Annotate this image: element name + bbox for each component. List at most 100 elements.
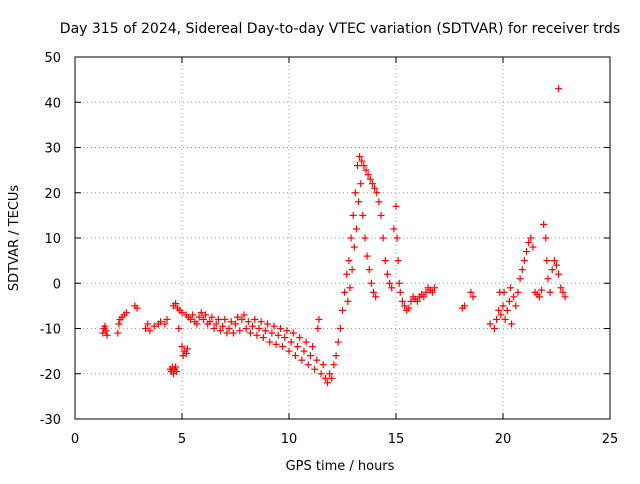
y-tick-label: 50 [44,51,61,66]
data-point [392,202,400,210]
data-point [377,211,385,219]
data-point [259,334,267,342]
data-point [255,325,263,332]
data-point [527,234,535,242]
data-point [183,345,191,353]
y-axis-label: SDTVAR / TECUs [7,185,22,292]
data-point [296,334,304,342]
data-point [345,257,353,265]
data-points [99,85,569,387]
data-point [508,320,516,328]
y-tick-label: -20 [40,368,61,383]
data-point [309,343,317,351]
data-point [268,329,276,337]
chart-title: Day 315 of 2024, Sidereal Day-to-day VTE… [60,21,620,37]
data-point [525,239,533,247]
data-point [175,325,183,332]
data-point [313,356,321,364]
data-point [352,225,360,233]
data-point [388,284,396,292]
data-point [221,315,229,323]
data-point [559,288,567,296]
data-point [274,331,282,339]
data-point [467,288,475,296]
y-tick-labels: -30 -20 -10 0 10 20 30 40 50 [40,51,61,428]
data-point [394,257,402,265]
data-point [103,331,111,339]
data-point [172,300,180,308]
data-point [393,234,401,242]
data-point [523,248,531,256]
data-point [360,162,368,170]
data-point [114,329,122,337]
y-tick-label: 20 [44,187,61,202]
data-point [490,325,498,332]
data-point [330,361,338,369]
data-point [157,318,165,326]
data-point [306,352,314,360]
data-point [122,309,130,317]
data-point [189,311,197,319]
data-point [206,318,214,326]
data-point [364,171,372,179]
data-point [219,322,227,330]
data-point [371,184,379,192]
data-point [289,329,297,337]
data-point [187,315,195,323]
data-point [428,288,436,296]
data-point [193,320,201,328]
data-point [101,322,109,330]
data-point [238,315,246,323]
data-point [172,363,180,371]
data-point [343,270,351,278]
data-point [281,334,289,342]
data-point [469,293,477,301]
data-point [535,293,543,301]
data-point [178,343,186,351]
data-point [115,320,123,328]
data-point [223,329,231,337]
data-point [349,211,357,219]
data-point [381,257,389,265]
data-point [300,347,308,355]
data-point [365,266,373,274]
data-point [553,261,560,269]
data-point [510,293,518,301]
data-point [368,180,376,188]
x-tick-label: 15 [388,432,405,447]
y-tick-label: 10 [44,232,61,247]
data-point [234,313,242,321]
data-point [302,338,310,346]
data-point [353,162,361,170]
data-point [251,315,259,323]
data-point [351,189,359,197]
data-point [334,338,342,346]
data-point [257,318,265,326]
data-point [240,311,248,319]
data-point [357,180,365,188]
x-tick-label: 5 [178,432,186,447]
data-point [362,166,370,174]
data-point [341,288,349,296]
data-point [236,327,244,335]
data-point [212,320,220,328]
data-point [355,198,363,206]
data-point [383,270,391,278]
data-point [261,327,269,335]
data-point [232,320,239,328]
data-point [294,343,302,351]
data-point [555,270,563,278]
x-tick-label: 20 [495,432,512,447]
data-point [363,252,371,260]
data-point [543,257,551,265]
data-point [142,325,150,332]
data-point [202,311,210,319]
data-point [431,284,439,292]
data-point [506,284,514,292]
data-point [546,288,554,296]
data-point [486,320,494,328]
data-point [557,284,565,292]
data-point [217,327,225,335]
data-point [375,198,383,206]
